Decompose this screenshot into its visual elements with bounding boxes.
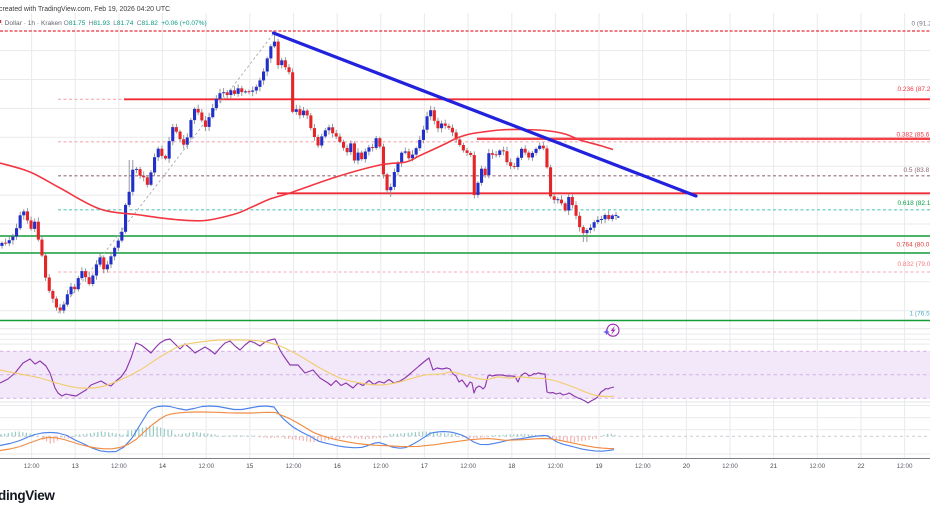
- svg-text:0.236 (87.2: 0.236 (87.2: [898, 86, 930, 93]
- svg-text:0 (91.2: 0 (91.2: [912, 21, 930, 28]
- svg-text:18: 18: [508, 463, 516, 470]
- svg-text:created with TradingView.com,: created with TradingView.com, Feb 19, 20…: [0, 6, 170, 13]
- svg-text:16: 16: [334, 463, 342, 470]
- svg-text:12:00: 12:00: [460, 463, 476, 470]
- svg-text:12:00: 12:00: [373, 463, 389, 470]
- svg-text:0.764 (80.0: 0.764 (80.0: [897, 242, 930, 249]
- svg-text:14: 14: [159, 463, 167, 470]
- svg-text:20: 20: [683, 463, 691, 470]
- svg-text:12:00: 12:00: [722, 463, 738, 470]
- svg-text:12:00: 12:00: [635, 463, 651, 470]
- svg-text:12:00: 12:00: [548, 463, 564, 470]
- svg-text:15: 15: [246, 463, 254, 470]
- svg-text:0.382 (85.6: 0.382 (85.6: [897, 132, 930, 139]
- svg-text:12:00: 12:00: [24, 463, 40, 470]
- svg-text:13: 13: [72, 463, 80, 470]
- svg-text:0.832 (79.0: 0.832 (79.0: [898, 261, 930, 268]
- svg-text:17: 17: [421, 463, 429, 470]
- svg-text:12:00: 12:00: [198, 463, 214, 470]
- svg-text:1 (76.5: 1 (76.5: [910, 311, 930, 318]
- svg-text:12:00: 12:00: [111, 463, 127, 470]
- svg-text:12:00: 12:00: [286, 463, 302, 470]
- svg-text:dingView: dingView: [0, 488, 55, 503]
- svg-text:22: 22: [857, 463, 865, 470]
- svg-text:12:00: 12:00: [897, 463, 913, 470]
- svg-text:0.618 (82.1: 0.618 (82.1: [898, 200, 930, 207]
- svg-text:21: 21: [770, 463, 778, 470]
- svg-text:12:00: 12:00: [809, 463, 825, 470]
- svg-text:19: 19: [595, 463, 603, 470]
- svg-text:0.5 (83.8: 0.5 (83.8: [904, 167, 930, 174]
- svg-text:. Dollar · 1h · Kraken O81.75: . Dollar · 1h · Kraken O81.75 H81.93 L81…: [1, 20, 207, 27]
